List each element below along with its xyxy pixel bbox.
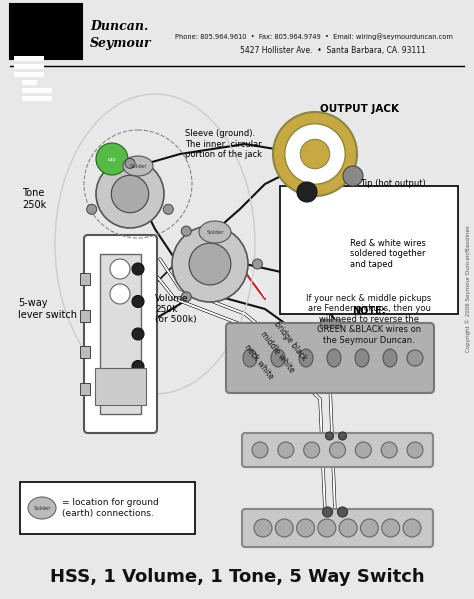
Circle shape — [297, 519, 315, 537]
Circle shape — [132, 328, 144, 340]
Text: Duncan.: Duncan. — [90, 20, 148, 34]
Text: cap: cap — [108, 156, 117, 162]
Circle shape — [189, 243, 231, 285]
Text: = location for ground
(earth) connections.: = location for ground (earth) connection… — [62, 498, 159, 518]
Text: HSS, 1 Volume, 1 Tone, 5 Way Switch: HSS, 1 Volume, 1 Tone, 5 Way Switch — [50, 568, 424, 586]
Circle shape — [326, 432, 334, 440]
Bar — [80, 273, 90, 285]
Text: Tone
250k: Tone 250k — [22, 188, 46, 210]
Text: Tip (hot output): Tip (hot output) — [360, 180, 426, 189]
Text: Sleeve (ground).
The inner, circular
portion of the jack: Sleeve (ground). The inner, circular por… — [185, 129, 262, 159]
Bar — [320, 319, 340, 327]
Circle shape — [356, 442, 371, 458]
Bar — [80, 346, 90, 358]
Circle shape — [110, 284, 130, 304]
Circle shape — [343, 166, 363, 186]
Text: neck white: neck white — [242, 343, 275, 381]
Ellipse shape — [327, 349, 341, 367]
Circle shape — [181, 292, 191, 302]
Ellipse shape — [299, 349, 313, 367]
FancyBboxPatch shape — [84, 235, 157, 433]
Text: Seymour: Seymour — [90, 38, 152, 50]
Bar — [14, 72, 44, 77]
Text: 5427 Hollister Ave.  •  Santa Barbara, CA. 93111: 5427 Hollister Ave. • Santa Barbara, CA.… — [240, 47, 426, 56]
Ellipse shape — [383, 349, 397, 367]
Circle shape — [403, 519, 421, 537]
Bar — [80, 383, 90, 395]
Circle shape — [110, 259, 130, 279]
Circle shape — [360, 519, 378, 537]
Text: Solder: Solder — [33, 506, 51, 510]
Bar — [22, 80, 37, 85]
Circle shape — [407, 350, 423, 366]
Circle shape — [163, 204, 173, 214]
FancyBboxPatch shape — [242, 509, 433, 547]
Circle shape — [278, 442, 294, 458]
Ellipse shape — [355, 349, 369, 367]
Circle shape — [318, 519, 336, 537]
Circle shape — [254, 519, 272, 537]
Ellipse shape — [243, 349, 257, 367]
Bar — [22, 96, 52, 101]
Bar — [280, 186, 458, 314]
Bar — [14, 56, 44, 61]
Bar — [20, 482, 195, 534]
Circle shape — [87, 204, 97, 214]
Text: 5-way
lever switch: 5-way lever switch — [18, 298, 77, 320]
Circle shape — [125, 158, 135, 168]
Bar — [22, 88, 52, 93]
Ellipse shape — [271, 349, 285, 367]
Ellipse shape — [199, 221, 231, 243]
Circle shape — [181, 226, 191, 236]
Circle shape — [285, 124, 345, 184]
Circle shape — [252, 442, 268, 458]
Circle shape — [322, 507, 332, 517]
Text: Phone: 805.964.9610  •  Fax: 805.964.9749  •  Email: wiring@seymourduncan.com: Phone: 805.964.9610 • Fax: 805.964.9749 … — [175, 34, 453, 40]
FancyBboxPatch shape — [226, 323, 434, 393]
Bar — [10, 4, 82, 59]
Circle shape — [132, 393, 144, 405]
Circle shape — [132, 361, 144, 373]
Circle shape — [382, 519, 400, 537]
Circle shape — [96, 160, 164, 228]
Circle shape — [253, 259, 263, 269]
Circle shape — [407, 442, 423, 458]
Circle shape — [132, 263, 144, 275]
FancyBboxPatch shape — [95, 368, 146, 405]
Text: NOTE:: NOTE: — [352, 306, 386, 316]
Text: bridge black: bridge black — [272, 319, 309, 362]
Text: Copyright © 2006 Seymour Duncan/Basslines: Copyright © 2006 Seymour Duncan/Bassline… — [465, 226, 471, 352]
Circle shape — [275, 519, 293, 537]
Text: Solder: Solder — [206, 229, 224, 234]
Bar — [14, 64, 44, 69]
Text: Red & white wires
soldered together
and taped: Red & white wires soldered together and … — [350, 239, 426, 269]
Circle shape — [96, 143, 128, 175]
Circle shape — [273, 112, 357, 196]
FancyBboxPatch shape — [242, 433, 433, 467]
Circle shape — [132, 295, 144, 307]
Ellipse shape — [123, 156, 153, 176]
Circle shape — [111, 176, 149, 213]
Text: Volume
250k
(or 500k): Volume 250k (or 500k) — [155, 294, 197, 324]
Text: middle white: middle white — [258, 329, 296, 374]
Bar — [14, 6, 52, 57]
Circle shape — [297, 182, 317, 202]
Bar — [80, 310, 90, 322]
Text: Solder: Solder — [129, 164, 147, 168]
Circle shape — [304, 442, 319, 458]
Circle shape — [301, 140, 330, 169]
Text: If your neck & middle pickups
are Fender pickups, then you
will need to reverse : If your neck & middle pickups are Fender… — [306, 294, 432, 344]
Circle shape — [338, 432, 346, 440]
Circle shape — [172, 226, 248, 302]
Bar — [100, 254, 141, 414]
Circle shape — [381, 442, 397, 458]
Circle shape — [339, 519, 357, 537]
Text: OUTPUT JACK: OUTPUT JACK — [320, 104, 399, 114]
Ellipse shape — [28, 497, 56, 519]
Circle shape — [337, 507, 347, 517]
Circle shape — [329, 442, 346, 458]
